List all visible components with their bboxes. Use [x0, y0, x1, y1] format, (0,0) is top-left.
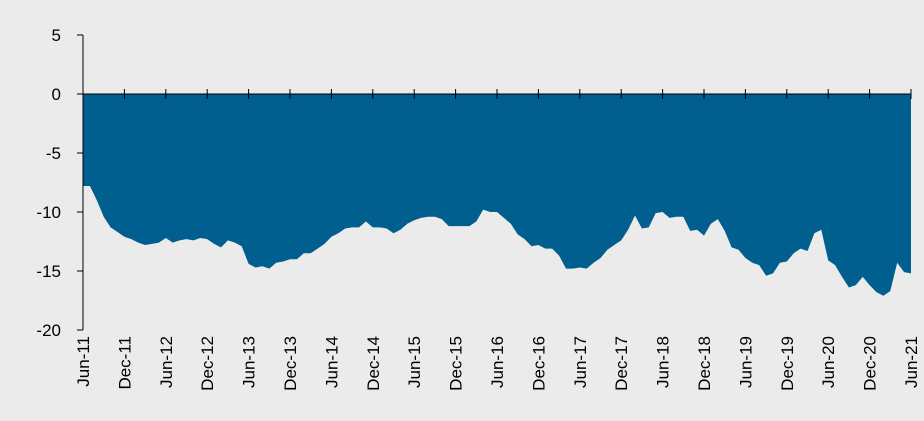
x-tick-label: Jun-21 — [902, 336, 921, 388]
x-tick-label: Jun-16 — [488, 336, 507, 388]
x-tick-label: Dec-11 — [115, 336, 134, 390]
x-tick-label: Jun-11 — [74, 336, 93, 387]
y-tick-label: -5 — [46, 144, 61, 163]
x-tick-label: Jun-20 — [819, 336, 838, 388]
x-tick-label: Jun-17 — [571, 336, 590, 388]
area — [83, 94, 911, 296]
x-tick-label: Dec-18 — [695, 336, 714, 391]
x-tick-label: Jun-13 — [240, 336, 259, 388]
y-tick-label: 5 — [52, 26, 61, 45]
x-tick-label: Jun-15 — [405, 336, 424, 388]
x-tick-label: Dec-12 — [198, 336, 217, 391]
y-tick-label: 0 — [52, 85, 61, 104]
x-tick-label: Dec-20 — [861, 336, 880, 391]
x-tick-label: Jun-14 — [322, 336, 341, 388]
x-tick-label: Dec-16 — [529, 336, 548, 391]
y-tick-label: -15 — [36, 262, 61, 281]
x-tick-label: Dec-17 — [612, 336, 631, 391]
x-tick-label: Dec-19 — [778, 336, 797, 391]
x-tick-label: Jun-18 — [654, 336, 673, 388]
y-tick-label: -20 — [36, 321, 61, 340]
x-tick-label: Jun-19 — [736, 336, 755, 388]
x-tick-label: Dec-13 — [281, 336, 300, 391]
x-tick-label: Jun-12 — [157, 336, 176, 388]
x-tick-label: Dec-15 — [447, 336, 466, 391]
y-tick-label: -10 — [36, 203, 61, 222]
x-tick-label: Dec-14 — [364, 336, 383, 391]
